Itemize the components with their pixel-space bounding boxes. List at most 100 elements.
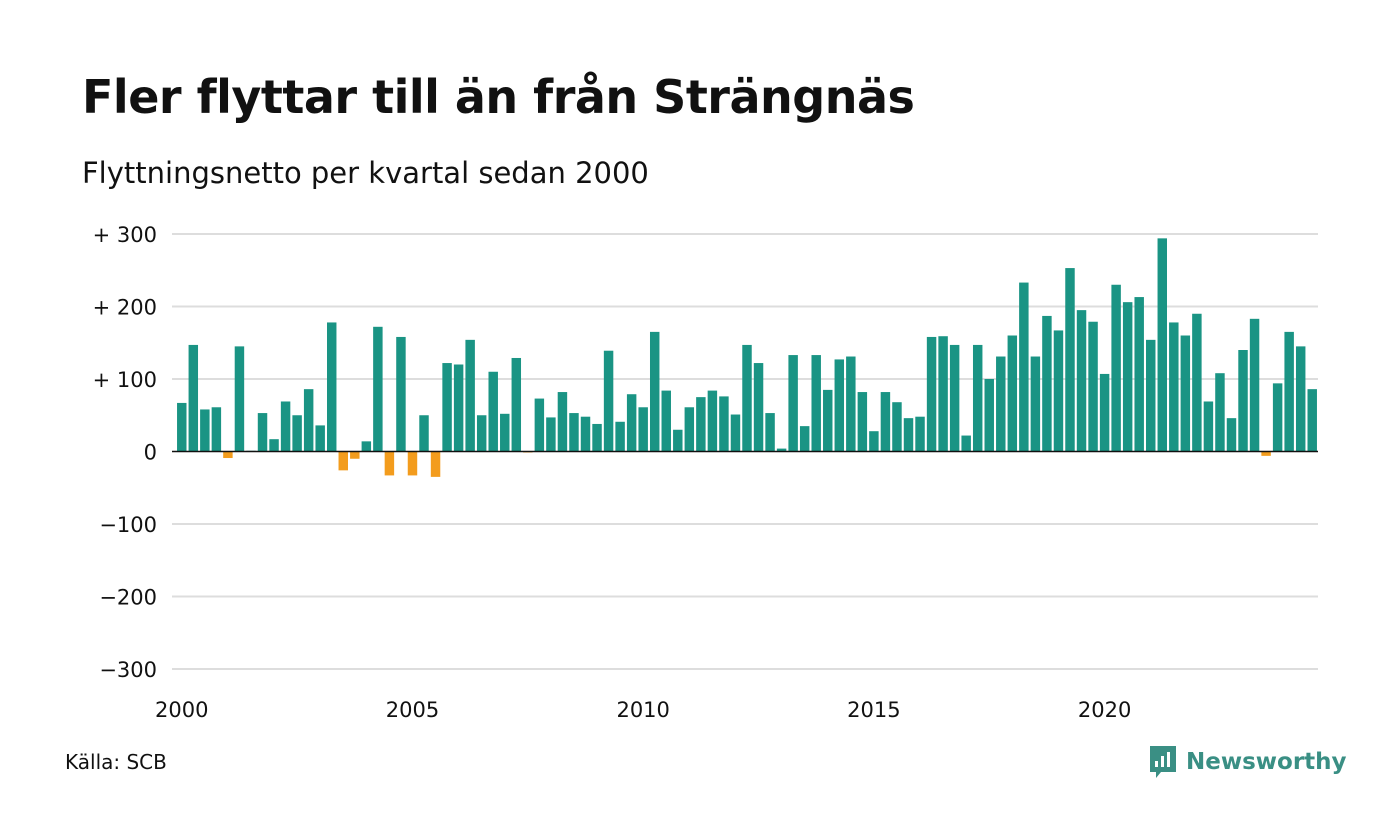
bar	[1226, 418, 1237, 452]
bar	[972, 344, 983, 452]
bar	[269, 439, 279, 452]
bar	[892, 402, 902, 452]
bar	[603, 350, 614, 452]
bar	[511, 357, 522, 452]
bar	[742, 344, 752, 452]
bar	[453, 364, 464, 452]
x-tick-label: 2005	[386, 698, 439, 722]
bar	[915, 416, 925, 452]
bar	[1249, 318, 1260, 452]
bar	[223, 451, 233, 459]
bar	[1307, 389, 1317, 452]
bar	[546, 417, 556, 452]
bar	[396, 336, 406, 452]
bar	[1065, 268, 1075, 452]
bar	[984, 379, 994, 452]
bar	[996, 356, 1006, 452]
x-tick-label: 2010	[616, 698, 669, 722]
bar	[1053, 330, 1064, 452]
bar	[1284, 331, 1294, 452]
bar	[753, 363, 764, 452]
bar	[373, 326, 383, 452]
bar	[234, 346, 245, 452]
y-tick-label: −300	[99, 658, 157, 682]
bar	[765, 413, 775, 452]
bar	[1180, 335, 1191, 452]
bar	[1099, 373, 1110, 452]
bar	[476, 415, 487, 452]
bar	[846, 356, 856, 452]
bar	[338, 451, 348, 471]
bar	[407, 451, 418, 476]
bar	[1111, 284, 1121, 452]
bars	[177, 238, 1317, 477]
bar	[730, 414, 741, 452]
y-tick-label: + 200	[93, 296, 157, 320]
bar	[661, 390, 671, 452]
bar	[1203, 401, 1214, 452]
bar	[776, 448, 787, 452]
x-tick-label: 2015	[847, 698, 900, 722]
bar	[1215, 373, 1225, 452]
bar	[465, 339, 475, 452]
y-tick-label: −100	[99, 513, 157, 537]
bar	[949, 344, 960, 452]
y-axis-labels: + 300 + 200 + 100 0 −100 −200 −300	[93, 223, 157, 682]
bar	[834, 359, 845, 452]
bar	[257, 413, 268, 452]
brand-name: Newsworthy	[1186, 749, 1347, 775]
bar	[684, 407, 695, 452]
bar	[1261, 451, 1271, 456]
bar	[1088, 321, 1098, 452]
bar	[211, 407, 222, 452]
bar	[1192, 313, 1202, 452]
bar	[638, 407, 648, 452]
bar	[430, 451, 441, 477]
bar	[707, 390, 718, 452]
x-axis-labels: 2000 2005 2010 2015 2020	[155, 698, 1131, 722]
bar	[799, 426, 810, 452]
bar	[177, 402, 187, 452]
newsworthy-logo-icon	[1150, 746, 1176, 778]
bar	[649, 331, 660, 452]
bar	[719, 396, 729, 452]
bar	[626, 394, 637, 452]
x-tick-label: 2020	[1078, 698, 1131, 722]
bar	[292, 415, 302, 452]
bar	[938, 336, 948, 452]
bar	[1157, 238, 1167, 452]
bar	[1146, 339, 1156, 452]
y-tick-label: + 300	[93, 223, 157, 247]
bar	[327, 322, 337, 452]
y-tick-label: + 100	[93, 368, 157, 392]
bar	[350, 451, 360, 459]
source-note: Källa: SCB	[65, 750, 167, 774]
bar	[961, 435, 971, 452]
bar	[673, 429, 683, 452]
chart-title: Fler flyttar till än från Strängnäs	[82, 70, 915, 124]
bar	[557, 392, 568, 452]
bar	[303, 389, 314, 452]
bar	[580, 416, 591, 452]
bar	[926, 336, 937, 452]
bar	[188, 344, 199, 452]
bar	[788, 355, 798, 452]
y-tick-label: 0	[144, 441, 157, 465]
bar	[615, 421, 625, 452]
bar	[903, 418, 914, 452]
bar	[880, 392, 891, 452]
bar	[442, 363, 452, 452]
bar	[1272, 383, 1283, 452]
bar	[534, 398, 545, 452]
bar	[315, 425, 325, 452]
bar	[361, 441, 372, 452]
bar	[1007, 335, 1018, 452]
bar	[857, 392, 868, 452]
y-tick-label: −200	[99, 586, 157, 610]
bar	[569, 413, 579, 452]
bar	[592, 423, 602, 452]
bar	[419, 415, 429, 452]
bar	[384, 451, 395, 476]
bar	[1122, 302, 1133, 452]
